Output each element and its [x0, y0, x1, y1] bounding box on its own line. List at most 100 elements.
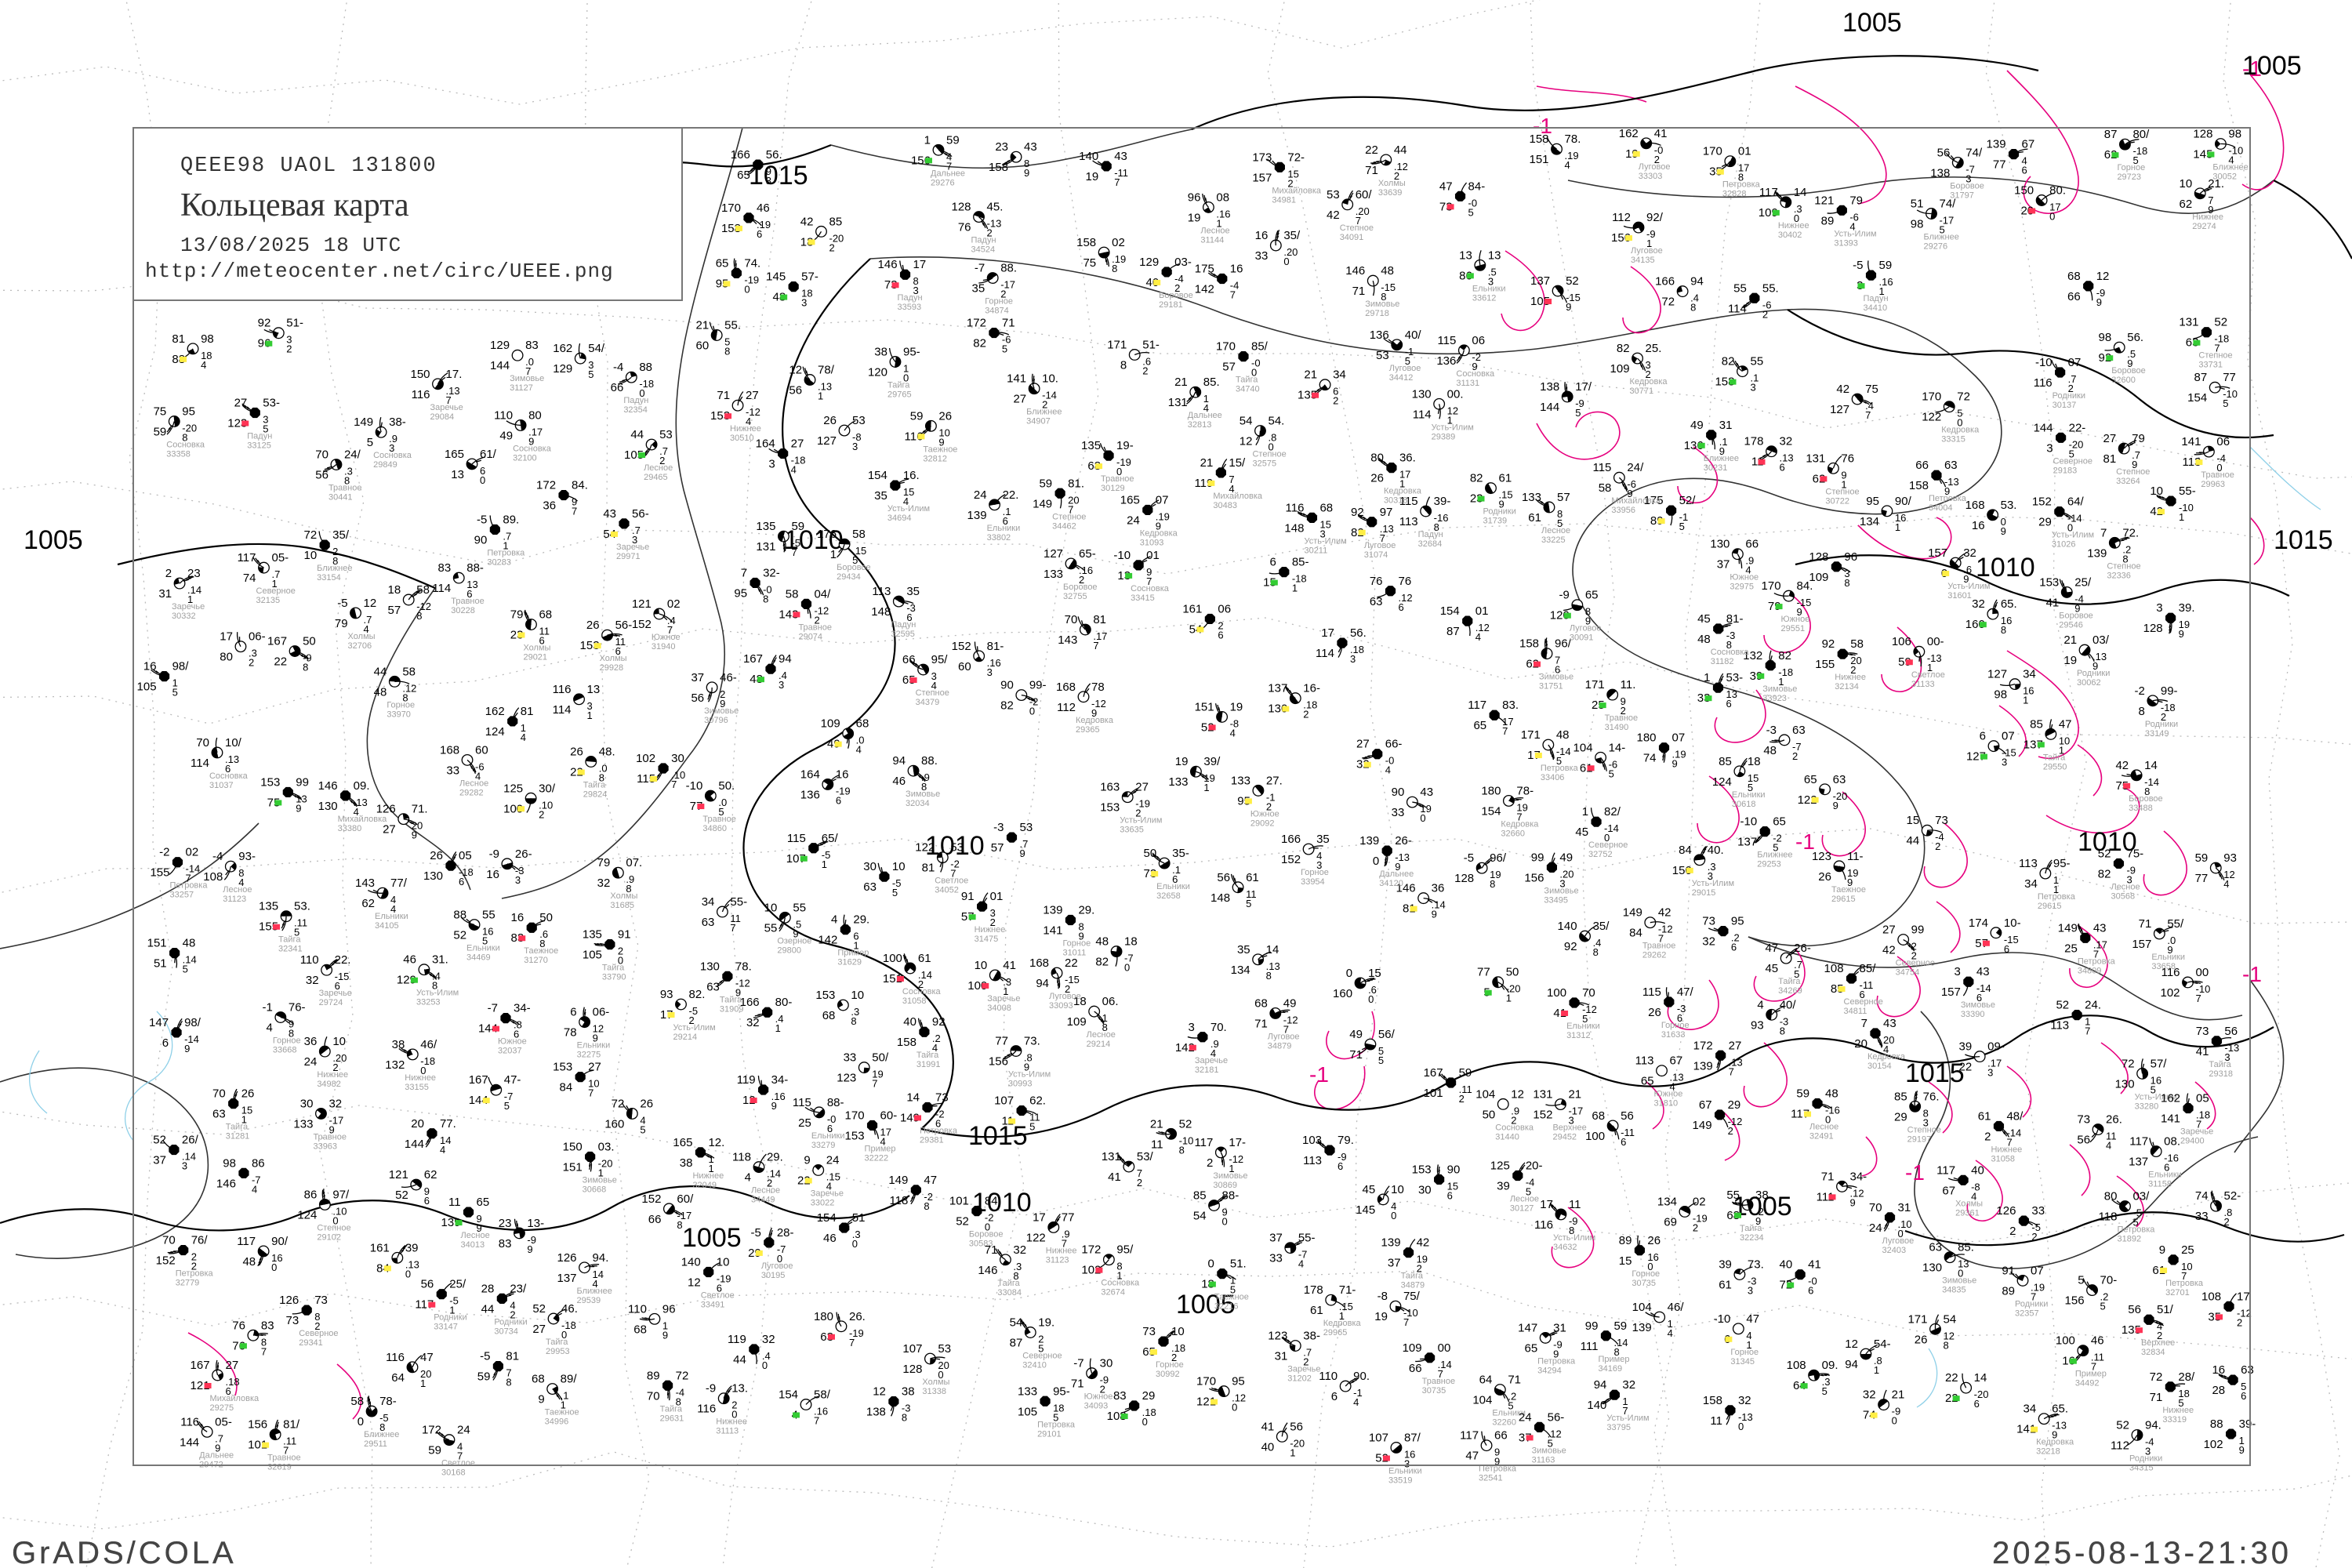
svg-text:33406: 33406: [1541, 773, 1565, 782]
svg-text:39.: 39.: [2179, 601, 2195, 615]
svg-text:33795: 33795: [1606, 1423, 1631, 1432]
svg-text:77: 77: [1062, 1210, 1075, 1224]
svg-text:Южное: Южное: [652, 633, 681, 642]
svg-text:35/: 35/: [1283, 229, 1301, 242]
svg-text:131: 131: [1168, 396, 1188, 409]
svg-text:8: 8: [1179, 1144, 1185, 1156]
svg-text:30332: 30332: [172, 612, 196, 621]
svg-text:64: 64: [391, 1371, 405, 1385]
svg-text:33: 33: [844, 1051, 857, 1065]
svg-text:130: 130: [1710, 538, 1730, 551]
svg-text:88: 88: [2210, 1417, 2223, 1431]
svg-text:18: 18: [1748, 755, 1761, 768]
svg-text:-2: -2: [2135, 684, 2145, 698]
svg-text:42: 42: [1836, 383, 1849, 396]
svg-text:16: 16: [1255, 229, 1269, 242]
svg-text:143: 143: [355, 877, 375, 890]
svg-text:34740: 34740: [1236, 385, 1260, 394]
svg-text:8: 8: [1844, 577, 1849, 589]
svg-text:Таежное: Таежное: [1214, 1293, 1249, 1302]
svg-text:43: 43: [1024, 140, 1037, 154]
svg-text:89/: 89/: [561, 1373, 578, 1386]
svg-text:33954: 33954: [1301, 877, 1325, 887]
svg-text:6: 6: [1980, 730, 1986, 743]
svg-text:101: 101: [949, 1195, 969, 1208]
svg-text:62: 62: [361, 897, 375, 910]
svg-text:34410: 34410: [1864, 303, 1888, 313]
svg-text:0: 0: [1142, 1416, 1148, 1428]
svg-text:32354: 32354: [623, 405, 648, 415]
svg-text:65.: 65.: [2052, 1403, 2068, 1416]
svg-text:Усть-Илим: Усть-Илим: [1120, 816, 1162, 826]
svg-text:48.: 48.: [599, 745, 615, 758]
svg-text:5: 5: [1679, 521, 1685, 532]
svg-text:3: 3: [779, 679, 784, 691]
svg-text:2: 2: [286, 343, 292, 355]
svg-text:1005: 1005: [2242, 51, 2302, 81]
svg-text:Северное: Северное: [1588, 840, 1628, 850]
svg-text:8: 8: [1593, 946, 1599, 958]
svg-text:121: 121: [632, 597, 652, 611]
svg-text:9: 9: [538, 1393, 544, 1406]
svg-text:Сосновка: Сосновка: [209, 771, 249, 781]
svg-text:Нижнее: Нижнее: [1778, 221, 1809, 230]
svg-text:46-: 46-: [720, 671, 737, 684]
svg-text:5: 5: [504, 1100, 510, 1112]
svg-text:Пример: Пример: [2075, 1370, 2107, 1379]
svg-text:30283: 30283: [487, 557, 511, 567]
svg-text:Нижнее: Нижнее: [716, 1417, 747, 1427]
svg-text:60/: 60/: [677, 1192, 694, 1206]
svg-text:Дальнее: Дальнее: [931, 169, 965, 178]
svg-text:70: 70: [1065, 613, 1078, 626]
svg-text:65: 65: [1585, 589, 1599, 602]
svg-text:4: 4: [1353, 1396, 1359, 1408]
svg-text:33264: 33264: [2116, 477, 2140, 486]
svg-text:31131: 31131: [1456, 379, 1479, 388]
svg-text:3: 3: [1748, 1285, 1753, 1297]
svg-text:56: 56: [2128, 1303, 2141, 1316]
svg-text:9: 9: [2001, 525, 2006, 537]
svg-text:-7: -7: [1073, 1357, 1083, 1370]
svg-text:9: 9: [1024, 167, 1029, 179]
svg-text:32336: 32336: [2107, 571, 2131, 580]
svg-text:137: 137: [557, 1272, 576, 1285]
svg-text:122: 122: [915, 841, 935, 855]
svg-text:55: 55: [1726, 1189, 1740, 1202]
svg-text:2: 2: [1137, 1177, 1142, 1189]
svg-text:3: 3: [515, 874, 521, 886]
svg-text:2: 2: [1142, 365, 1148, 376]
svg-text:70: 70: [196, 736, 209, 750]
svg-text:-5: -5: [1464, 851, 1474, 865]
svg-text:132: 132: [385, 1058, 405, 1072]
svg-text:101: 101: [1424, 1087, 1443, 1100]
svg-text:1: 1: [1582, 805, 1588, 818]
svg-text:34: 34: [2024, 877, 2038, 891]
svg-text:27: 27: [1882, 924, 1896, 937]
svg-text:19: 19: [1175, 755, 1189, 768]
svg-text:164: 164: [800, 768, 820, 781]
svg-text:82.: 82.: [689, 988, 706, 1001]
svg-text:26/: 26/: [182, 1134, 199, 1147]
svg-text:59: 59: [154, 426, 167, 439]
svg-text:89: 89: [1619, 1234, 1632, 1247]
svg-text:29214: 29214: [673, 1033, 698, 1042]
svg-text:158: 158: [1909, 479, 1929, 492]
svg-text:78: 78: [1091, 681, 1105, 694]
svg-text:92/: 92/: [1646, 211, 1664, 224]
svg-text:65.: 65.: [2001, 597, 2017, 611]
svg-text:59: 59: [946, 133, 960, 147]
svg-text:108: 108: [2201, 1290, 2221, 1303]
svg-text:-3: -3: [1766, 724, 1777, 737]
svg-text:29953: 29953: [546, 1347, 570, 1356]
svg-text:29101: 29101: [1037, 1429, 1062, 1439]
svg-text:Михайловка: Михайловка: [1272, 186, 1322, 195]
svg-text:-1: -1: [1309, 1062, 1329, 1087]
svg-text:Падун: Падун: [247, 432, 272, 441]
svg-text:115: 115: [1437, 334, 1456, 347]
svg-text:31123: 31123: [223, 895, 246, 904]
svg-text:19.: 19.: [1038, 1316, 1054, 1330]
svg-text:2: 2: [1762, 308, 1768, 320]
svg-text:21: 21: [1200, 456, 1214, 470]
svg-text:11.: 11.: [1621, 678, 1636, 691]
svg-text:32403: 32403: [1882, 1246, 1907, 1255]
